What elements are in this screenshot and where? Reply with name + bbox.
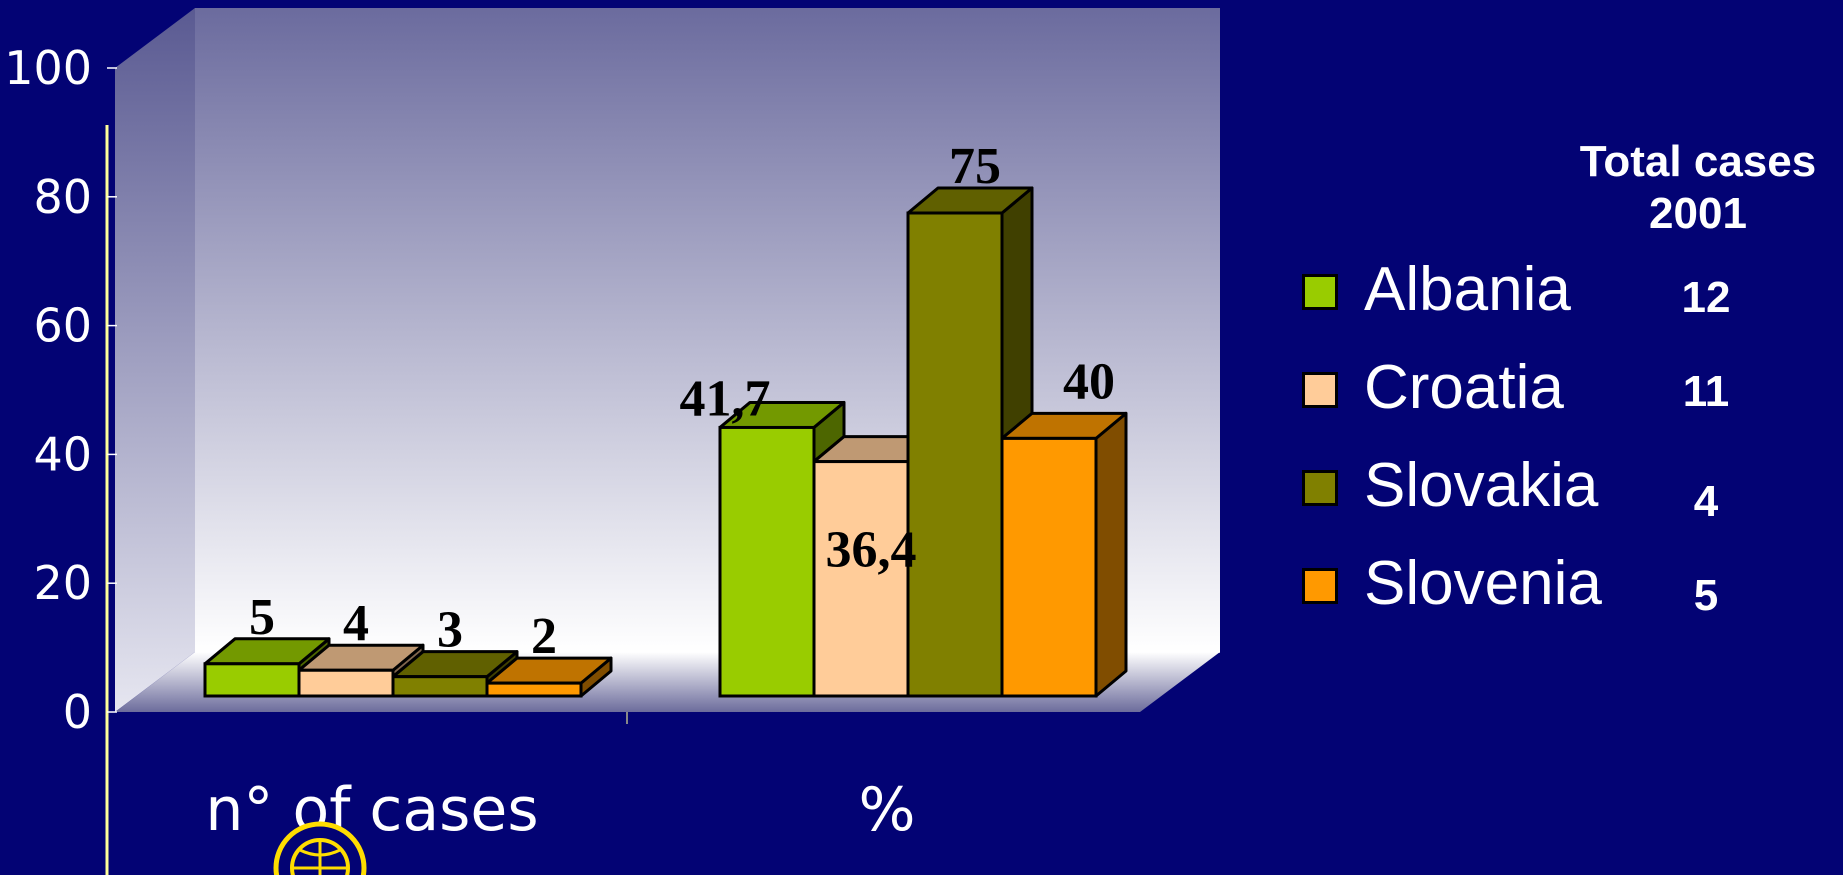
data-label-slovakia-percent: 75 [949,138,1001,195]
bar-front-face [203,662,301,698]
bar-front-face [906,211,1004,698]
data-label-slovakia-cases: 3 [437,602,463,659]
legend-total-slovakia: 4 [1693,477,1719,526]
y-axis-ticks: 0 20 40 60 80 100 [4,41,117,739]
data-label-croatia-percent: 36,4 [826,522,917,579]
bar-slovenia-cases [485,656,613,698]
legend-label: Slovakia [1364,451,1599,520]
bar-side-face [1094,411,1128,698]
legend-total-slovenia: 5 [1693,571,1719,620]
data-label-slovenia-cases: 2 [531,608,557,665]
bar-slovakia-cases [391,650,519,698]
side-wall [115,8,195,712]
bar-slovenia-percent [1000,411,1128,698]
y-tick-label: 100 [4,41,92,95]
bar-front-face [391,675,489,698]
legend-label: Croatia [1364,353,1564,422]
organization-logo [273,821,367,875]
data-label-albania-percent: 41,7 [680,370,771,427]
y-tick-label: 0 [63,685,92,739]
bar-side-face [1000,186,1034,440]
bars [203,186,1128,698]
legend-label: Slovenia [1364,549,1602,618]
bar-front-face [485,681,583,698]
legend-swatch [1302,470,1338,506]
y-tick-label: 40 [33,427,92,481]
legend-swatch [1302,568,1338,604]
category-label-percent: % [858,775,915,845]
bar-front-face [718,425,816,698]
bar-front-face [1000,436,1098,698]
legend-swatch [1302,274,1338,310]
bar-front-face [297,668,395,698]
data-labels: 5 4 3 2 41,7 36,4 75 40 [249,138,1115,665]
legend-swatch [1302,372,1338,408]
y-tick-label: 60 [33,299,92,353]
bar-front-face [812,460,910,698]
legend-title: Total cases 2001 [1579,137,1817,238]
legend-total-croatia: 11 [1682,367,1730,416]
data-label-slovenia-percent: 40 [1063,353,1115,410]
legend-label: Albania [1364,255,1571,324]
category-label-cases: n° of cases [205,775,538,845]
y-tick-label: 20 [33,556,92,610]
y-tick-label: 80 [33,170,92,224]
data-label-albania-cases: 5 [249,589,275,646]
legend-total-albania: 12 [1681,273,1731,322]
bar-slovakia-percent [906,186,1034,698]
bar-albania-percent [718,400,846,698]
data-label-croatia-cases: 4 [343,595,369,652]
category-labels: n° of cases% [205,775,915,845]
